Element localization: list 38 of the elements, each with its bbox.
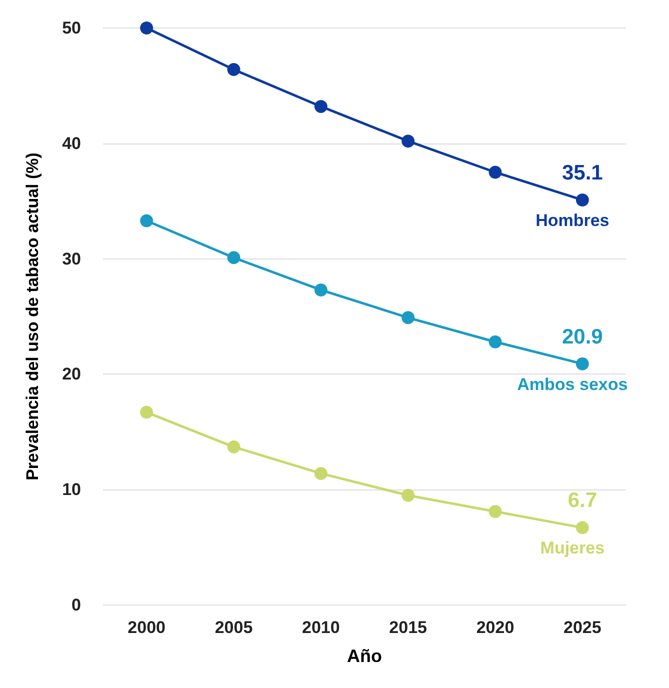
data-label: 35.1 [562,161,604,184]
series-label: Ambos sexos [517,374,628,394]
point [314,466,328,480]
y-tick-label: 10 [62,480,81,500]
point [488,166,502,179]
y-tick-label: 0 [72,596,81,614]
data-label: 6.7 [568,489,598,512]
point [314,283,328,296]
point [140,22,154,34]
series-label: Hombres [536,210,610,230]
y-tick-label: 30 [62,249,81,268]
x-tick-label: 2005 [214,618,253,637]
x-tick-label: 2000 [128,618,166,637]
point [576,521,589,534]
point [402,488,415,502]
point [140,406,154,419]
x-tick-label: 2025 [564,618,602,637]
point [227,63,240,76]
x-tick-label: 2015 [389,618,427,637]
y-tick-label: 40 [62,134,81,153]
y-axis-title: Prevalencia del uso de tabaco actual (%) [23,152,42,480]
y-tick-label: 50 [62,18,81,38]
point [402,134,415,148]
series-label: Mujeres [540,538,605,558]
x-tick-label: 2020 [476,618,514,637]
data-label: 20.9 [562,325,603,348]
point [227,251,240,264]
point [402,311,415,324]
point [488,335,502,348]
x-tick-label: 2010 [302,618,340,637]
point [576,357,589,370]
point [227,440,240,454]
x-axis-title: Año [347,646,382,666]
point [314,100,328,113]
point [488,505,502,518]
y-tick-label: 20 [62,364,81,384]
point [576,193,589,206]
point [140,214,154,228]
